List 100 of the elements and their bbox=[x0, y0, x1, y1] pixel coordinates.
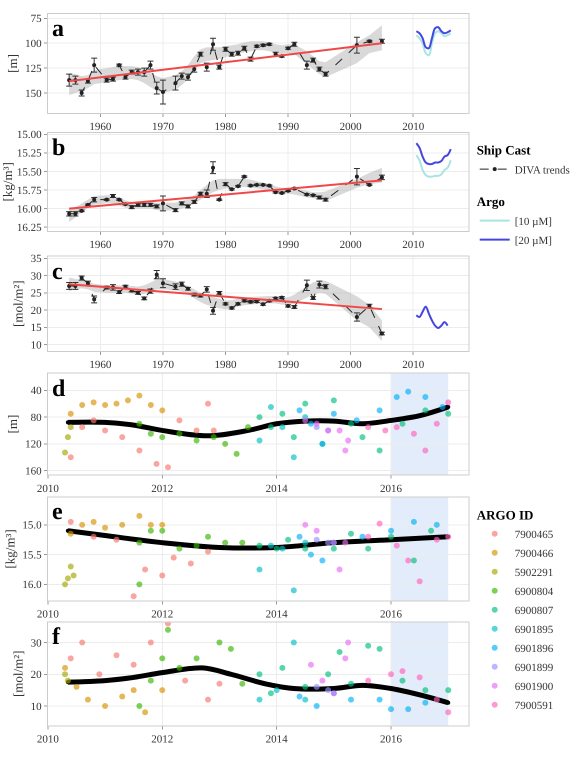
y-tick-label: 35 bbox=[30, 253, 42, 266]
point bbox=[422, 687, 428, 694]
x-tick-label: 1960 bbox=[89, 121, 112, 134]
point bbox=[445, 399, 452, 406]
point bbox=[159, 407, 166, 414]
y-tick-label: 10 bbox=[30, 700, 42, 713]
legend-label: 7900466 bbox=[514, 548, 554, 560]
point bbox=[194, 437, 200, 444]
point bbox=[394, 542, 400, 549]
point bbox=[256, 566, 262, 572]
y-tick-label: 15.25 bbox=[16, 148, 42, 160]
point bbox=[440, 404, 446, 410]
point bbox=[68, 518, 74, 525]
point bbox=[176, 430, 182, 437]
legend-label: [20 µM] bbox=[514, 234, 552, 247]
point bbox=[160, 201, 165, 206]
point bbox=[296, 534, 303, 540]
y-tick-label: 15.00 bbox=[16, 129, 42, 142]
point bbox=[376, 520, 383, 527]
point bbox=[410, 558, 417, 564]
point bbox=[422, 407, 428, 414]
point bbox=[114, 536, 120, 543]
point bbox=[119, 434, 126, 440]
point bbox=[154, 460, 160, 467]
y-axis-title: [kg/m³] bbox=[2, 529, 18, 569]
legend-label: 6901899 bbox=[514, 662, 554, 674]
point bbox=[68, 424, 74, 430]
y-axis-title: [m] bbox=[5, 54, 20, 73]
text: Argo bbox=[476, 194, 505, 210]
point bbox=[205, 548, 212, 555]
point bbox=[348, 680, 354, 687]
point bbox=[90, 399, 97, 406]
point bbox=[268, 424, 274, 430]
point bbox=[342, 655, 348, 662]
x-tick-label: 1980 bbox=[214, 239, 238, 252]
point bbox=[256, 671, 262, 678]
point bbox=[194, 427, 200, 434]
legend-label: 6901896 bbox=[514, 643, 554, 656]
point bbox=[142, 709, 148, 716]
point bbox=[348, 530, 354, 537]
point bbox=[325, 671, 332, 678]
point bbox=[159, 655, 166, 662]
point bbox=[336, 566, 343, 572]
x-tick-label: 2000 bbox=[340, 358, 362, 371]
point bbox=[164, 622, 171, 627]
point bbox=[314, 684, 320, 690]
y-tick-label: 30 bbox=[30, 270, 42, 282]
point bbox=[416, 674, 423, 680]
point bbox=[256, 437, 262, 444]
point bbox=[194, 542, 200, 549]
point bbox=[290, 434, 297, 440]
point bbox=[68, 564, 74, 570]
y-tick-label: 16.25 bbox=[16, 222, 42, 234]
y-tick-label: 15.50 bbox=[16, 166, 42, 178]
point bbox=[130, 593, 137, 600]
point bbox=[130, 662, 137, 668]
y-tick-label: 15.0 bbox=[22, 520, 42, 532]
point bbox=[302, 522, 308, 528]
point bbox=[345, 640, 352, 646]
point bbox=[102, 702, 108, 709]
point bbox=[302, 684, 308, 690]
chart-title: a bbox=[52, 16, 64, 42]
point bbox=[136, 702, 142, 709]
point bbox=[342, 540, 348, 546]
point bbox=[314, 528, 320, 534]
point bbox=[164, 464, 171, 470]
point bbox=[222, 440, 228, 447]
x-tick-label: 1990 bbox=[277, 358, 300, 371]
legend-label: 5902291 bbox=[514, 567, 554, 580]
point bbox=[148, 640, 154, 646]
point bbox=[119, 522, 126, 528]
point bbox=[410, 430, 417, 437]
point bbox=[176, 417, 182, 424]
point bbox=[290, 587, 297, 594]
point bbox=[359, 434, 366, 440]
y-tick-label: 100 bbox=[25, 38, 42, 50]
chart-title: c bbox=[52, 259, 63, 285]
x-tick-label: 2010 bbox=[402, 239, 425, 252]
point bbox=[136, 448, 142, 454]
y-tick-label: 150 bbox=[25, 88, 42, 100]
x-tick-label: 2016 bbox=[380, 608, 403, 621]
point bbox=[302, 540, 308, 546]
point bbox=[388, 528, 394, 534]
point bbox=[136, 420, 142, 427]
point bbox=[422, 700, 428, 706]
point bbox=[376, 407, 383, 414]
y-tick-label: 16.0 bbox=[22, 579, 42, 592]
x-tick-label: 1990 bbox=[277, 239, 300, 252]
point bbox=[445, 687, 452, 694]
point bbox=[345, 437, 352, 444]
point bbox=[422, 448, 428, 454]
point bbox=[148, 678, 154, 684]
line-series bbox=[415, 142, 452, 166]
point bbox=[268, 690, 274, 696]
point bbox=[64, 575, 71, 582]
point bbox=[314, 702, 320, 709]
line-series bbox=[415, 30, 452, 56]
point bbox=[64, 678, 71, 684]
point bbox=[290, 454, 297, 460]
point bbox=[279, 410, 286, 417]
